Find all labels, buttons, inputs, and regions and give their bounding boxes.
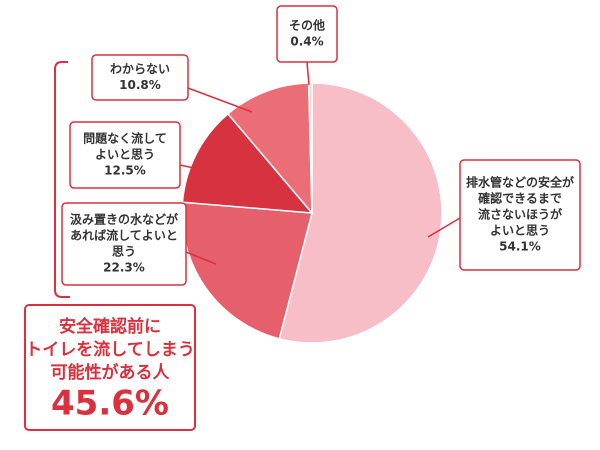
slice-label: その他 <box>289 18 325 33</box>
callout-box <box>276 5 338 63</box>
leader-line <box>306 61 310 86</box>
slice-label: 排水管などの安全が <box>466 175 574 190</box>
value-label: 0.4% <box>290 35 323 49</box>
leader-line <box>187 87 253 113</box>
slice-label: 問題なく流して <box>83 131 167 146</box>
slice-label: わからない <box>110 62 170 76</box>
leader-line <box>179 164 213 173</box>
value-label: 12.5% <box>104 164 146 178</box>
summary-box <box>24 304 196 431</box>
summary-value: 45.6% <box>51 384 169 424</box>
callout-box <box>459 159 581 271</box>
bracket <box>54 61 70 298</box>
pie-slice <box>226 82 313 216</box>
callout-box <box>91 54 189 101</box>
slice-label: よいと思う <box>95 148 155 162</box>
slice-label: よいと思う <box>490 224 550 238</box>
slice-label: 確認できるまで <box>478 191 562 206</box>
value-label: 22.3% <box>103 261 145 275</box>
slice-label: 思う <box>112 245 136 259</box>
summary-line: 安全確認前に <box>59 316 161 337</box>
callout-box <box>69 121 181 189</box>
value-label: 10.8% <box>119 78 161 92</box>
value-label: 54.1% <box>499 240 541 254</box>
pie-slice <box>181 112 314 214</box>
slice-label: 流さないほうが <box>478 207 562 222</box>
slice-label: 汲み置きの水などが <box>70 212 178 227</box>
leader-line <box>427 217 461 238</box>
summary-line: トイレを流してしまう <box>25 339 195 360</box>
slice-label: あれば流してよいと <box>70 228 178 243</box>
summary-line: 可能性がある人 <box>51 362 171 383</box>
callout-box <box>61 202 187 286</box>
leader-line <box>185 251 217 265</box>
